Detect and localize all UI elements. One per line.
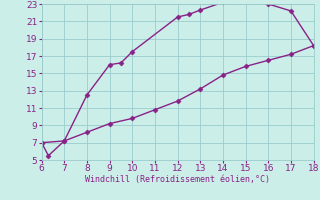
X-axis label: Windchill (Refroidissement éolien,°C): Windchill (Refroidissement éolien,°C)	[85, 175, 270, 184]
